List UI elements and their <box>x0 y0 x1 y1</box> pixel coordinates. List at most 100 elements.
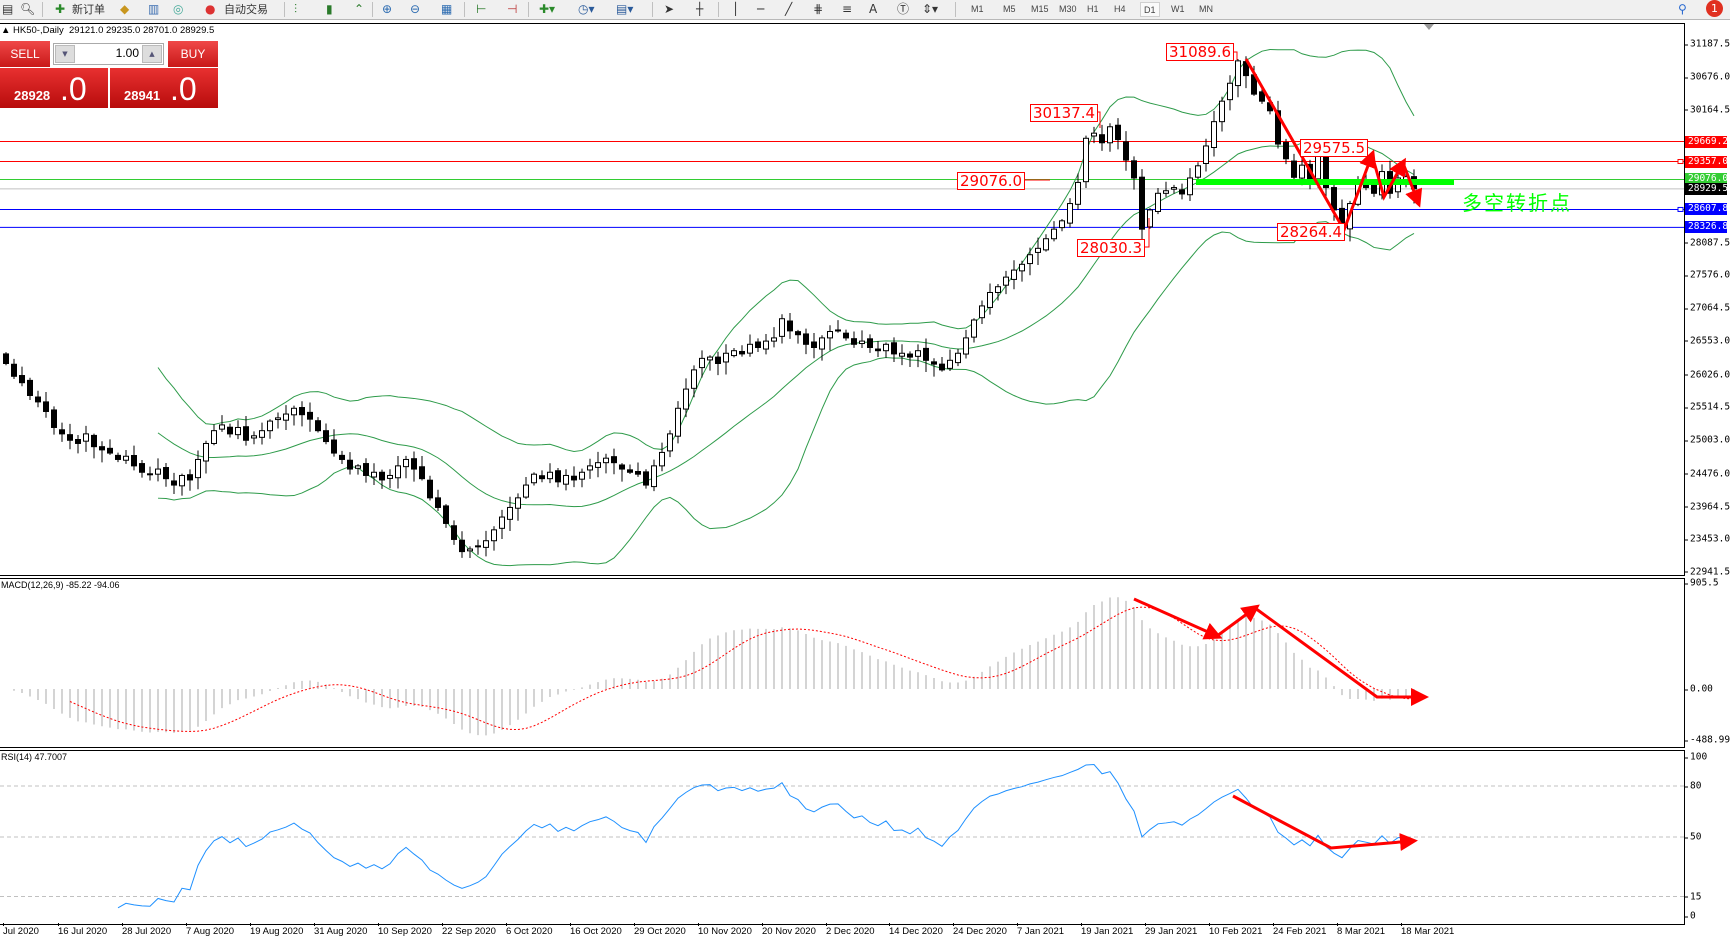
bearish-candle <box>75 439 81 444</box>
new-order-button[interactable]: 新订单 <box>72 3 105 16</box>
gold-icon[interactable]: ◆ <box>120 2 130 16</box>
crosshair-icon[interactable]: ┼ <box>696 2 704 16</box>
new-chart-icon[interactable]: ▤ <box>2 2 14 16</box>
vertical-line-icon[interactable]: │ <box>732 2 740 16</box>
text-icon[interactable]: A <box>869 2 878 16</box>
bar-chart-icon[interactable]: ⫶ <box>294 2 298 16</box>
bullish-candle <box>707 356 713 361</box>
bullish-candle <box>1163 190 1169 194</box>
bullish-candle <box>747 343 753 354</box>
search-icon[interactable]: ⚲ <box>1678 2 1687 16</box>
time-axis-label: 16 Oct 2020 <box>570 923 622 937</box>
bullish-candle <box>1083 137 1089 183</box>
lot-size-stepper[interactable]: ▼ 1.00 ▲ <box>53 43 164 65</box>
increase-lot-icon[interactable]: ▲ <box>142 45 162 63</box>
bullish-candle <box>1091 132 1097 137</box>
bearish-candle <box>1099 134 1105 144</box>
horizontal-line-icon[interactable]: ─ <box>757 2 765 16</box>
templates-icon[interactable]: ▤▾ <box>616 2 634 16</box>
buy-button[interactable]: BUY <box>168 41 218 67</box>
timeframe-m15[interactable]: M15 <box>1031 4 1049 14</box>
sell-button[interactable]: SELL <box>0 41 50 67</box>
chart-shift-icon[interactable]: ⊢ <box>476 2 487 16</box>
price-annotation-high[interactable]: 31089.6 <box>1166 43 1235 61</box>
bearish-candle <box>339 454 345 460</box>
bullish-candle <box>203 442 209 462</box>
timeframe-m30[interactable]: M30 <box>1059 4 1077 14</box>
bullish-candle <box>651 465 657 488</box>
time-axis-label: 19 Jan 2021 <box>1081 923 1134 937</box>
bullish-candle <box>1011 269 1017 280</box>
bullish-candle <box>971 319 977 338</box>
bullish-candle <box>1027 254 1033 265</box>
bearish-candle <box>131 455 137 467</box>
separator <box>652 2 653 17</box>
level-price-tag: 29669.2 <box>1685 135 1728 148</box>
timeframe-w1[interactable]: W1 <box>1171 4 1185 14</box>
candlesticks-icon[interactable]: ▮ <box>326 2 333 16</box>
price-annotation[interactable]: 28030.3 <box>1077 239 1146 257</box>
bullish-candle <box>915 350 921 357</box>
bullish-candle <box>1067 203 1073 224</box>
timeframe-m1[interactable]: M1 <box>971 4 984 14</box>
level-price-tag: 28929.5 <box>1685 182 1728 195</box>
lot-size-value[interactable]: 1.00 <box>115 46 139 60</box>
notification-badge[interactable]: 1 <box>1706 0 1723 17</box>
bearish-candle <box>459 539 465 553</box>
macd-pane[interactable] <box>0 578 1685 748</box>
separator <box>955 2 956 17</box>
fibonacci-icon[interactable]: ⋕ <box>813 2 824 16</box>
bearish-candle <box>1291 160 1297 178</box>
price-annotation[interactable]: 29575.5 <box>1300 139 1369 157</box>
new-order-icon[interactable]: ✚ <box>55 2 66 16</box>
trendline-icon[interactable]: ╱ <box>785 2 793 16</box>
bullish-candle <box>483 540 489 548</box>
bearish-candle <box>363 463 369 476</box>
bullish-candle <box>763 340 769 350</box>
buy-price-box[interactable]: 28941 .0 <box>110 68 218 108</box>
zoom-in-icon[interactable]: ⊕ <box>382 2 393 16</box>
bullish-candle <box>1211 121 1217 149</box>
indicators-icon[interactable]: ✚▾ <box>539 2 556 16</box>
auto-trading-icon[interactable]: ● <box>205 2 216 16</box>
timeframe-m5[interactable]: M5 <box>1003 4 1016 14</box>
sell-price-box[interactable]: 28928 .0 <box>0 68 108 108</box>
bearish-candle <box>875 348 881 352</box>
auto-scroll-icon[interactable]: ⊣ <box>507 2 518 16</box>
bearish-candle <box>795 331 801 336</box>
bearish-candle <box>379 471 385 481</box>
bullish-candle <box>1107 126 1113 144</box>
bullish-candle <box>291 407 297 416</box>
bearish-candle <box>331 439 337 454</box>
timeframe-d1[interactable]: D1 <box>1140 2 1160 17</box>
print-preview-icon[interactable]: 🔍︎ <box>20 2 36 16</box>
auto-trading-button[interactable]: 自动交易 <box>224 3 268 16</box>
tile-windows-icon[interactable]: ▦ <box>441 2 453 16</box>
price-annotation-low[interactable]: 28264.4 <box>1277 223 1346 241</box>
price-annotation[interactable]: 29076.0 <box>957 172 1026 190</box>
timeframe-mn[interactable]: MN <box>1199 4 1213 14</box>
channel-icon[interactable]: ≡ <box>842 2 853 16</box>
cursor-icon[interactable]: ➤ <box>664 2 675 16</box>
arrows-icon[interactable]: ⇕▾ <box>922 2 939 16</box>
timeframe-h1[interactable]: H1 <box>1087 4 1099 14</box>
bullish-candle <box>955 352 961 364</box>
bearish-candle <box>323 430 329 443</box>
bullish-candle <box>819 337 825 350</box>
bullish-candle <box>123 455 129 461</box>
line-chart-icon[interactable]: ⌃ <box>354 2 365 16</box>
bullish-candle <box>251 435 257 439</box>
separator <box>372 2 373 17</box>
periods-icon[interactable]: ◷▾ <box>578 2 595 16</box>
decrease-lot-icon[interactable]: ▼ <box>55 45 75 63</box>
text-label-icon[interactable]: Ⓣ <box>897 2 910 16</box>
price-annotation[interactable]: 30137.4 <box>1030 104 1099 122</box>
meta-editor-icon[interactable]: ▥ <box>148 2 160 16</box>
bullish-candle <box>371 471 377 478</box>
signals-icon[interactable]: ◎ <box>173 2 184 16</box>
bearish-candle <box>643 471 649 486</box>
main-chart-pane[interactable] <box>0 23 1685 576</box>
bullish-candle <box>1043 238 1049 251</box>
zoom-out-icon[interactable]: ⊖ <box>410 2 421 16</box>
timeframe-h4[interactable]: H4 <box>1114 4 1126 14</box>
